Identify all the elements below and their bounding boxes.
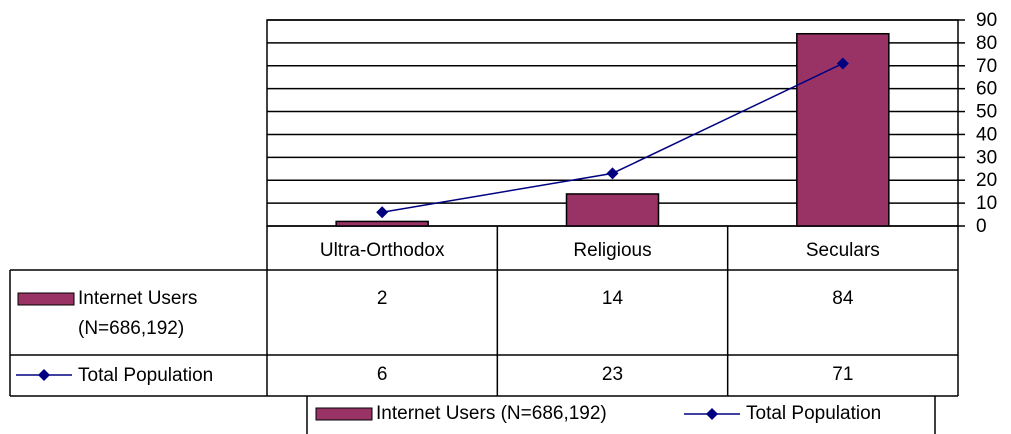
table-value: 71: [832, 364, 853, 385]
x-tick-label: Ultra-Orthodox: [320, 240, 445, 261]
x-tick-label: Religious: [573, 240, 651, 261]
marker: [376, 206, 389, 219]
table-value: 2: [377, 288, 388, 309]
marker: [606, 167, 619, 180]
legend-label: Internet Users (N=686,192): [376, 403, 607, 424]
row-label: Internet Users (N=686,192): [78, 288, 198, 339]
legend-key: [315, 407, 373, 421]
marker: [836, 57, 849, 70]
y-tick-label: 0: [976, 216, 987, 237]
table-value: 84: [832, 288, 854, 309]
y-tick-label: 80: [976, 33, 997, 54]
y-tick-label: 50: [976, 102, 997, 123]
legend-label: Total Population: [746, 403, 881, 424]
row-label: Total Population: [78, 365, 213, 386]
y-tick-label: 70: [976, 56, 997, 77]
y-tick-label: 90: [976, 10, 997, 31]
bar: [565, 193, 660, 227]
legend-key: [38, 369, 50, 381]
table-value: 14: [602, 288, 624, 309]
line: [382, 62, 844, 214]
table-value: 23: [602, 364, 623, 385]
y-tick-label: 10: [976, 193, 997, 214]
legend-key: [706, 408, 718, 420]
y-tick-label: 30: [976, 147, 997, 168]
y-tick-label: 40: [976, 124, 997, 145]
table-value: 6: [377, 364, 388, 385]
y-tick-label: 60: [976, 79, 997, 100]
x-tick-label: Seculars: [806, 240, 880, 261]
y-tick-label: 20: [976, 170, 997, 191]
legend-key: [17, 292, 75, 306]
bar: [335, 220, 429, 227]
